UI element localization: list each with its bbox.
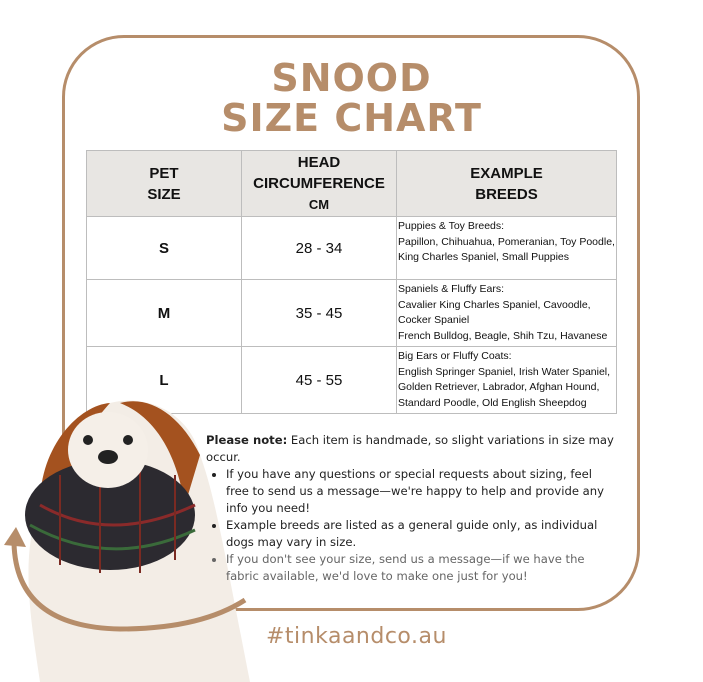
table-header: PET SIZE HEAD CIRCUMFERENCE CM EXAMPLE BREED… [86,150,617,217]
notes-list: If you have any questions or special req… [226,466,616,585]
title-line-1: SNOOD [271,56,432,100]
breeds-cell: Spaniels & Fluffy Ears: Cavalier King Cha… [396,279,617,347]
table-row: S 28 - 34 Puppies & Toy Breeds: Papillon,… [86,216,617,280]
table-row: L 45 - 55 Big Ears or Fluffy Coats: Engli… [86,346,617,414]
breeds-cell: Big Ears or Fluffy Coats: English Springe… [396,346,617,414]
header-example-breeds: EXAMPLE BREEDS [396,150,617,217]
page-title: SNOOD SIZE CHART [0,58,703,138]
hashtag: #tinkaandco.au [266,624,447,649]
breeds-cell: Puppies & Toy Breeds: Papillon, Chihuahua… [396,216,617,280]
circumference-cell: 28 - 34 [241,216,397,280]
notes-section: Please note: Each item is handmade, so s… [206,432,616,585]
size-cell: S [86,216,242,280]
rounded-frame [62,35,640,611]
size-cell: M [86,279,242,347]
dog-photo [4,400,250,682]
note-lead: Please note: Each item is handmade, so s… [206,433,614,464]
list-item: Example breeds are listed as a general g… [226,517,616,551]
size-chart-table: PET SIZE HEAD CIRCUMFERENCE CM EXAMPLE BREED… [86,150,617,414]
circumference-cell: 45 - 55 [241,346,397,414]
circumference-cell: 35 - 45 [241,279,397,347]
list-item: If you don't see your size, send us a me… [226,551,616,585]
list-item: If you have any questions or special req… [226,466,616,517]
table-row: M 35 - 45 Spaniels & Fluffy Ears: Cavalie… [86,279,617,347]
header-head-circumference: HEAD CIRCUMFERENCE CM [241,150,397,217]
header-pet-size: PET SIZE [86,150,242,217]
title-line-2: SIZE CHART [221,96,482,140]
